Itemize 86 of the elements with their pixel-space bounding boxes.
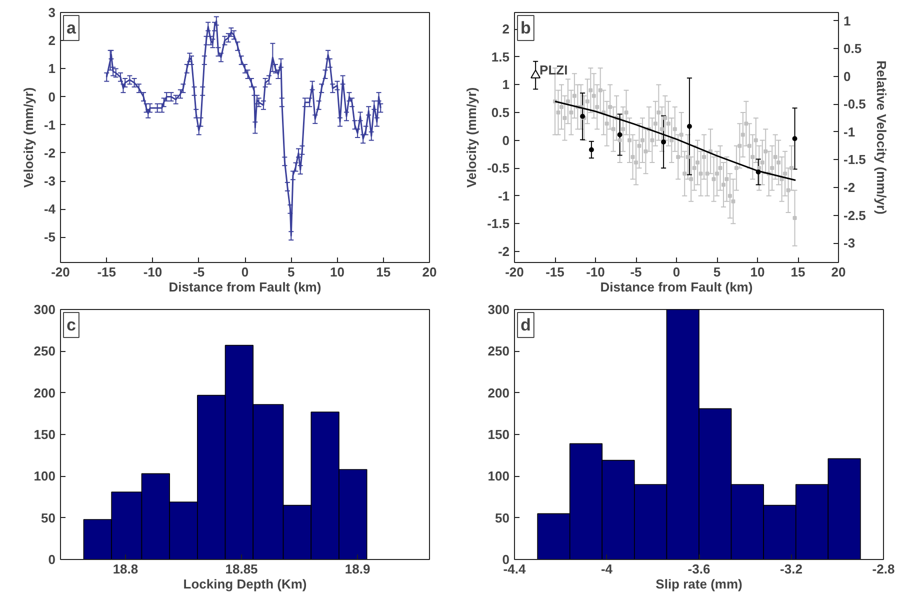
x-tick-label: -2.8 bbox=[872, 562, 895, 576]
y-axis-title: Velocity (mm/yr) bbox=[20, 87, 36, 188]
y-tick-label: 3 bbox=[48, 5, 56, 20]
chart-title: b bbox=[520, 18, 531, 38]
x-tick-label: 18.85 bbox=[225, 562, 258, 576]
y2-tick-label: -2.5 bbox=[844, 208, 866, 223]
y2-tick-label: -3 bbox=[844, 236, 856, 251]
x-tick-label: 20 bbox=[422, 264, 437, 280]
x-tick-label: -5 bbox=[193, 264, 205, 280]
y-tick-label: 200 bbox=[488, 385, 510, 400]
x-tick-label: -3.6 bbox=[688, 562, 710, 576]
y-tick-label: 0.5 bbox=[491, 105, 510, 120]
y2-tick-label: 1 bbox=[844, 13, 851, 28]
point bbox=[530, 70, 541, 78]
x-tick-label: 5 bbox=[713, 264, 721, 280]
y-tick-label: 1 bbox=[502, 77, 510, 92]
x-tick-label: 0 bbox=[241, 264, 249, 280]
line-series bbox=[106, 20, 382, 237]
y-axis-title: Velocity (mm/yr) bbox=[464, 87, 480, 188]
annotation: PLZI bbox=[540, 62, 568, 78]
y-tick-label: 300 bbox=[34, 302, 56, 317]
x-tick-label: 5 bbox=[288, 264, 295, 280]
y-tick-label: 0 bbox=[502, 132, 510, 148]
y-tick-label: 150 bbox=[488, 427, 510, 442]
point bbox=[580, 114, 586, 119]
x-axis-title: Locking Depth (Km) bbox=[183, 576, 307, 592]
y-tick-label: -1 bbox=[44, 117, 56, 132]
y-tick-label: -0.5 bbox=[487, 160, 510, 176]
x-tick-label: -15 bbox=[546, 264, 564, 280]
x-axis-title: Distance from Fault (km) bbox=[168, 280, 322, 294]
x-tick-label: -15 bbox=[97, 264, 116, 280]
chart-title: c bbox=[66, 316, 76, 334]
y-tick-label: 100 bbox=[34, 468, 56, 484]
y-tick-label: 0 bbox=[48, 89, 56, 104]
x-tick-label: -4 bbox=[600, 562, 614, 576]
y2-tick-label: -1 bbox=[844, 124, 856, 140]
x-tick-label: 15 bbox=[376, 264, 391, 280]
y-tick-label: 0 bbox=[502, 552, 510, 567]
y-tick-label: 2 bbox=[48, 33, 56, 48]
x-tick-label: 20 bbox=[831, 264, 846, 280]
y2-tick-label: -0.5 bbox=[844, 96, 866, 112]
y-tick-label: -3 bbox=[44, 174, 56, 189]
x-tick-label: -3.2 bbox=[780, 562, 802, 576]
x-tick-label: 0 bbox=[672, 264, 680, 280]
point bbox=[756, 169, 761, 174]
y-tick-label: -2 bbox=[498, 244, 510, 259]
chart-title: d bbox=[520, 316, 531, 334]
y-tick-label: 50 bbox=[41, 510, 56, 526]
point bbox=[686, 124, 692, 129]
y-tick-label: 150 bbox=[34, 427, 56, 442]
y-tick-label: 1.5 bbox=[491, 49, 510, 64]
x-tick-label: -20 bbox=[505, 264, 524, 280]
y-tick-label: 50 bbox=[495, 510, 510, 526]
y2-tick-label: -1.5 bbox=[844, 152, 866, 168]
x-tick-label: 18.9 bbox=[344, 562, 370, 576]
x-axis-title: Distance from Fault (km) bbox=[600, 280, 753, 294]
y-tick-label: 250 bbox=[488, 344, 510, 359]
x-tick-label: 10 bbox=[750, 264, 765, 280]
x-tick-label: -10 bbox=[586, 264, 605, 280]
point bbox=[792, 136, 798, 142]
x-tick-label: 15 bbox=[790, 264, 806, 280]
y2-tick-label: -2 bbox=[844, 180, 856, 195]
y-tick-label: -1.5 bbox=[487, 216, 510, 232]
point bbox=[588, 147, 594, 152]
x-tick-label: -5 bbox=[630, 264, 642, 280]
y-tick-label: 100 bbox=[488, 468, 510, 484]
y-tick-label: -5 bbox=[44, 230, 56, 245]
chart-title: a bbox=[66, 18, 76, 38]
x-tick-label: -20 bbox=[51, 264, 70, 280]
y-tick-label: 200 bbox=[34, 385, 56, 400]
x-tick-label: 10 bbox=[330, 264, 344, 280]
y-tick-label: -1 bbox=[498, 188, 510, 204]
y2-tick-label: 0 bbox=[844, 68, 851, 84]
y-tick-label: -2 bbox=[44, 145, 56, 160]
y-tick-label: 300 bbox=[488, 302, 510, 317]
x-axis-title: Slip rate (mm) bbox=[656, 576, 742, 592]
y-tick-label: 250 bbox=[34, 344, 56, 359]
point bbox=[617, 132, 622, 138]
y-tick-label: 0 bbox=[48, 552, 56, 567]
x-tick-label: -10 bbox=[143, 264, 162, 280]
y2-axis-title: Relative Velocity (mm/yr) bbox=[874, 60, 889, 214]
y-tick-label: 1 bbox=[48, 61, 56, 76]
x-tick-label: 18.8 bbox=[112, 562, 138, 576]
y-tick-label: 2 bbox=[502, 22, 510, 37]
y-tick-label: -4 bbox=[44, 202, 56, 217]
y2-tick-label: 0.5 bbox=[844, 41, 862, 56]
